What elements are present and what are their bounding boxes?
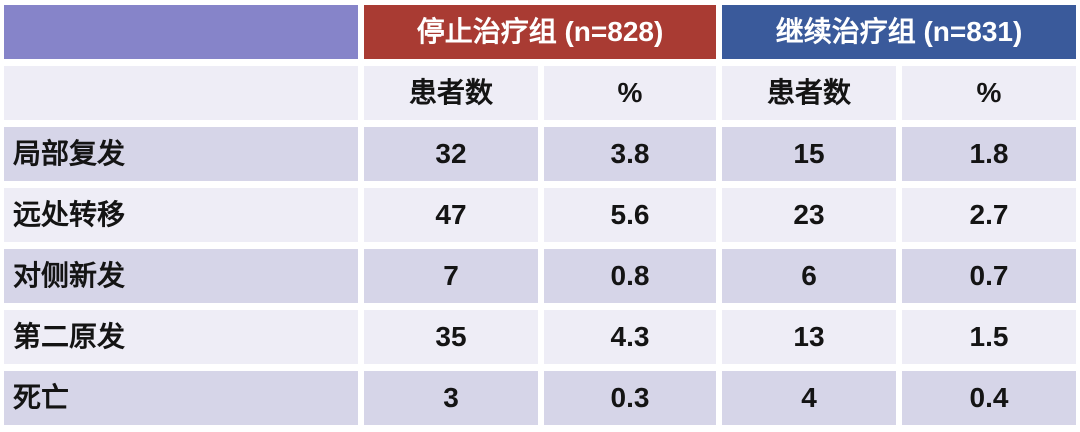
- table-cell: 0.3: [544, 371, 716, 425]
- table-cell: 1.5: [902, 310, 1076, 364]
- table-cell: 4: [722, 371, 896, 425]
- row-label-local-recurrence: 局部复发: [4, 127, 358, 181]
- table-cell: 0.4: [902, 371, 1076, 425]
- row-label-contralateral-new: 对侧新发: [4, 249, 358, 303]
- row-label-second-primary: 第二原发: [4, 310, 358, 364]
- row-label-death: 死亡: [4, 371, 358, 425]
- subheader-patients-stop: 患者数: [364, 66, 538, 120]
- table-cell: 1.8: [902, 127, 1076, 181]
- row-label-distant-metastasis: 远处转移: [4, 188, 358, 242]
- table-cell: 23: [722, 188, 896, 242]
- table-cell: 4.3: [544, 310, 716, 364]
- table-cell: 6: [722, 249, 896, 303]
- table-cell: 32: [364, 127, 538, 181]
- table-cell: 3.8: [544, 127, 716, 181]
- subheader-patients-continue: 患者数: [722, 66, 896, 120]
- table-grid: 停止治疗组 (n=828) 继续治疗组 (n=831) 患者数 % 患者数 % …: [4, 5, 1076, 425]
- outcome-table: 停止治疗组 (n=828) 继续治疗组 (n=831) 患者数 % 患者数 % …: [4, 5, 1076, 425]
- table-cell: 2.7: [902, 188, 1076, 242]
- table-cell: 7: [364, 249, 538, 303]
- table-cell: 13: [722, 310, 896, 364]
- subheader-percent-continue: %: [902, 66, 1076, 120]
- subheader-blank-cell: [4, 66, 358, 120]
- subheader-percent-stop: %: [544, 66, 716, 120]
- group-header-stop-treatment: 停止治疗组 (n=828): [364, 5, 716, 59]
- table-cell: 5.6: [544, 188, 716, 242]
- corner-header-cell: [4, 5, 358, 59]
- table-cell: 0.7: [902, 249, 1076, 303]
- table-cell: 0.8: [544, 249, 716, 303]
- table-cell: 15: [722, 127, 896, 181]
- table-cell: 35: [364, 310, 538, 364]
- table-cell: 47: [364, 188, 538, 242]
- table-cell: 3: [364, 371, 538, 425]
- group-header-continue-treatment: 继续治疗组 (n=831): [722, 5, 1076, 59]
